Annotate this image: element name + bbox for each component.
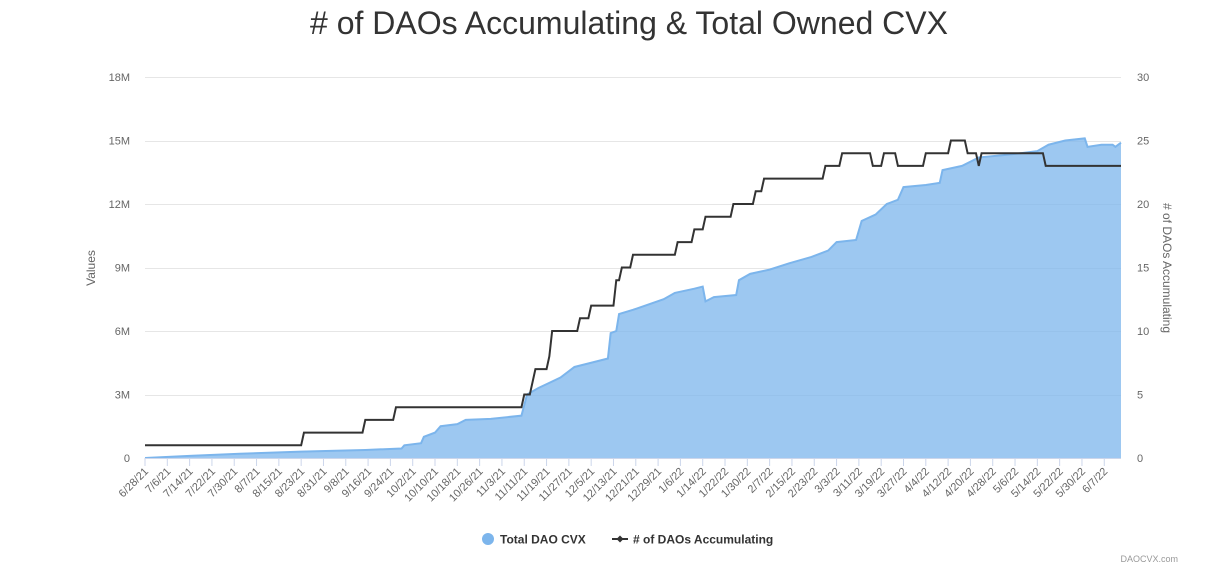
total-dao-cvx-area-series	[144, 137, 1122, 459]
legend-item-total-dao-cvx[interactable]: Total DAO CVX	[482, 533, 586, 547]
right-y-axis: 0 5 10 15 20 25 30	[1137, 72, 1149, 465]
left-axis-title: Values	[84, 250, 98, 286]
x-axis: 6/28/217/6/217/14/217/22/217/30/218/7/21…	[117, 458, 1121, 504]
left-tick-label: 6M	[115, 326, 130, 338]
legend-diamond-marker	[616, 535, 624, 543]
daos-accumulating-line-series	[145, 139, 1121, 447]
right-tick-label: 15	[1137, 263, 1149, 275]
legend-area-symbol	[482, 533, 494, 545]
chart-title: # of DAOs Accumulating & Total Owned CVX	[310, 5, 948, 41]
left-tick-label: 0	[124, 453, 130, 465]
total-dao-cvx-area-fill	[145, 138, 1121, 458]
x-tick-label: 6/28/21	[117, 466, 151, 500]
right-tick-label: 10	[1137, 326, 1149, 338]
left-tick-label: 3M	[115, 390, 130, 402]
left-tick-label: 9M	[115, 263, 130, 275]
right-tick-label: 20	[1137, 199, 1149, 211]
left-y-axis: 0 3M 6M 9M 12M 15M 18M	[109, 72, 130, 465]
legend-label-total-dao-cvx: Total DAO CVX	[500, 533, 586, 547]
legend-label-daos-accumulating: # of DAOs Accumulating	[633, 533, 773, 547]
total-dao-cvx-area-edge	[144, 137, 1122, 459]
right-tick-label: 5	[1137, 390, 1143, 402]
right-tick-label: 30	[1137, 72, 1149, 84]
right-tick-label: 0	[1137, 453, 1143, 465]
right-tick-label: 25	[1137, 136, 1149, 148]
left-tick-label: 12M	[109, 199, 130, 211]
left-tick-label: 15M	[109, 136, 130, 148]
left-tick-label: 18M	[109, 72, 130, 84]
legend-item-daos-accumulating[interactable]: # of DAOs Accumulating	[612, 533, 773, 547]
legend: Total DAO CVX # of DAOs Accumulating	[482, 533, 773, 547]
daos-accumulating-line	[145, 139, 1121, 447]
x-tick-label: 6/7/22	[1080, 466, 1110, 496]
right-axis-title: # of DAOs Accumulating	[1160, 203, 1174, 333]
credits-link[interactable]: DAOCVX.com	[1120, 554, 1178, 564]
